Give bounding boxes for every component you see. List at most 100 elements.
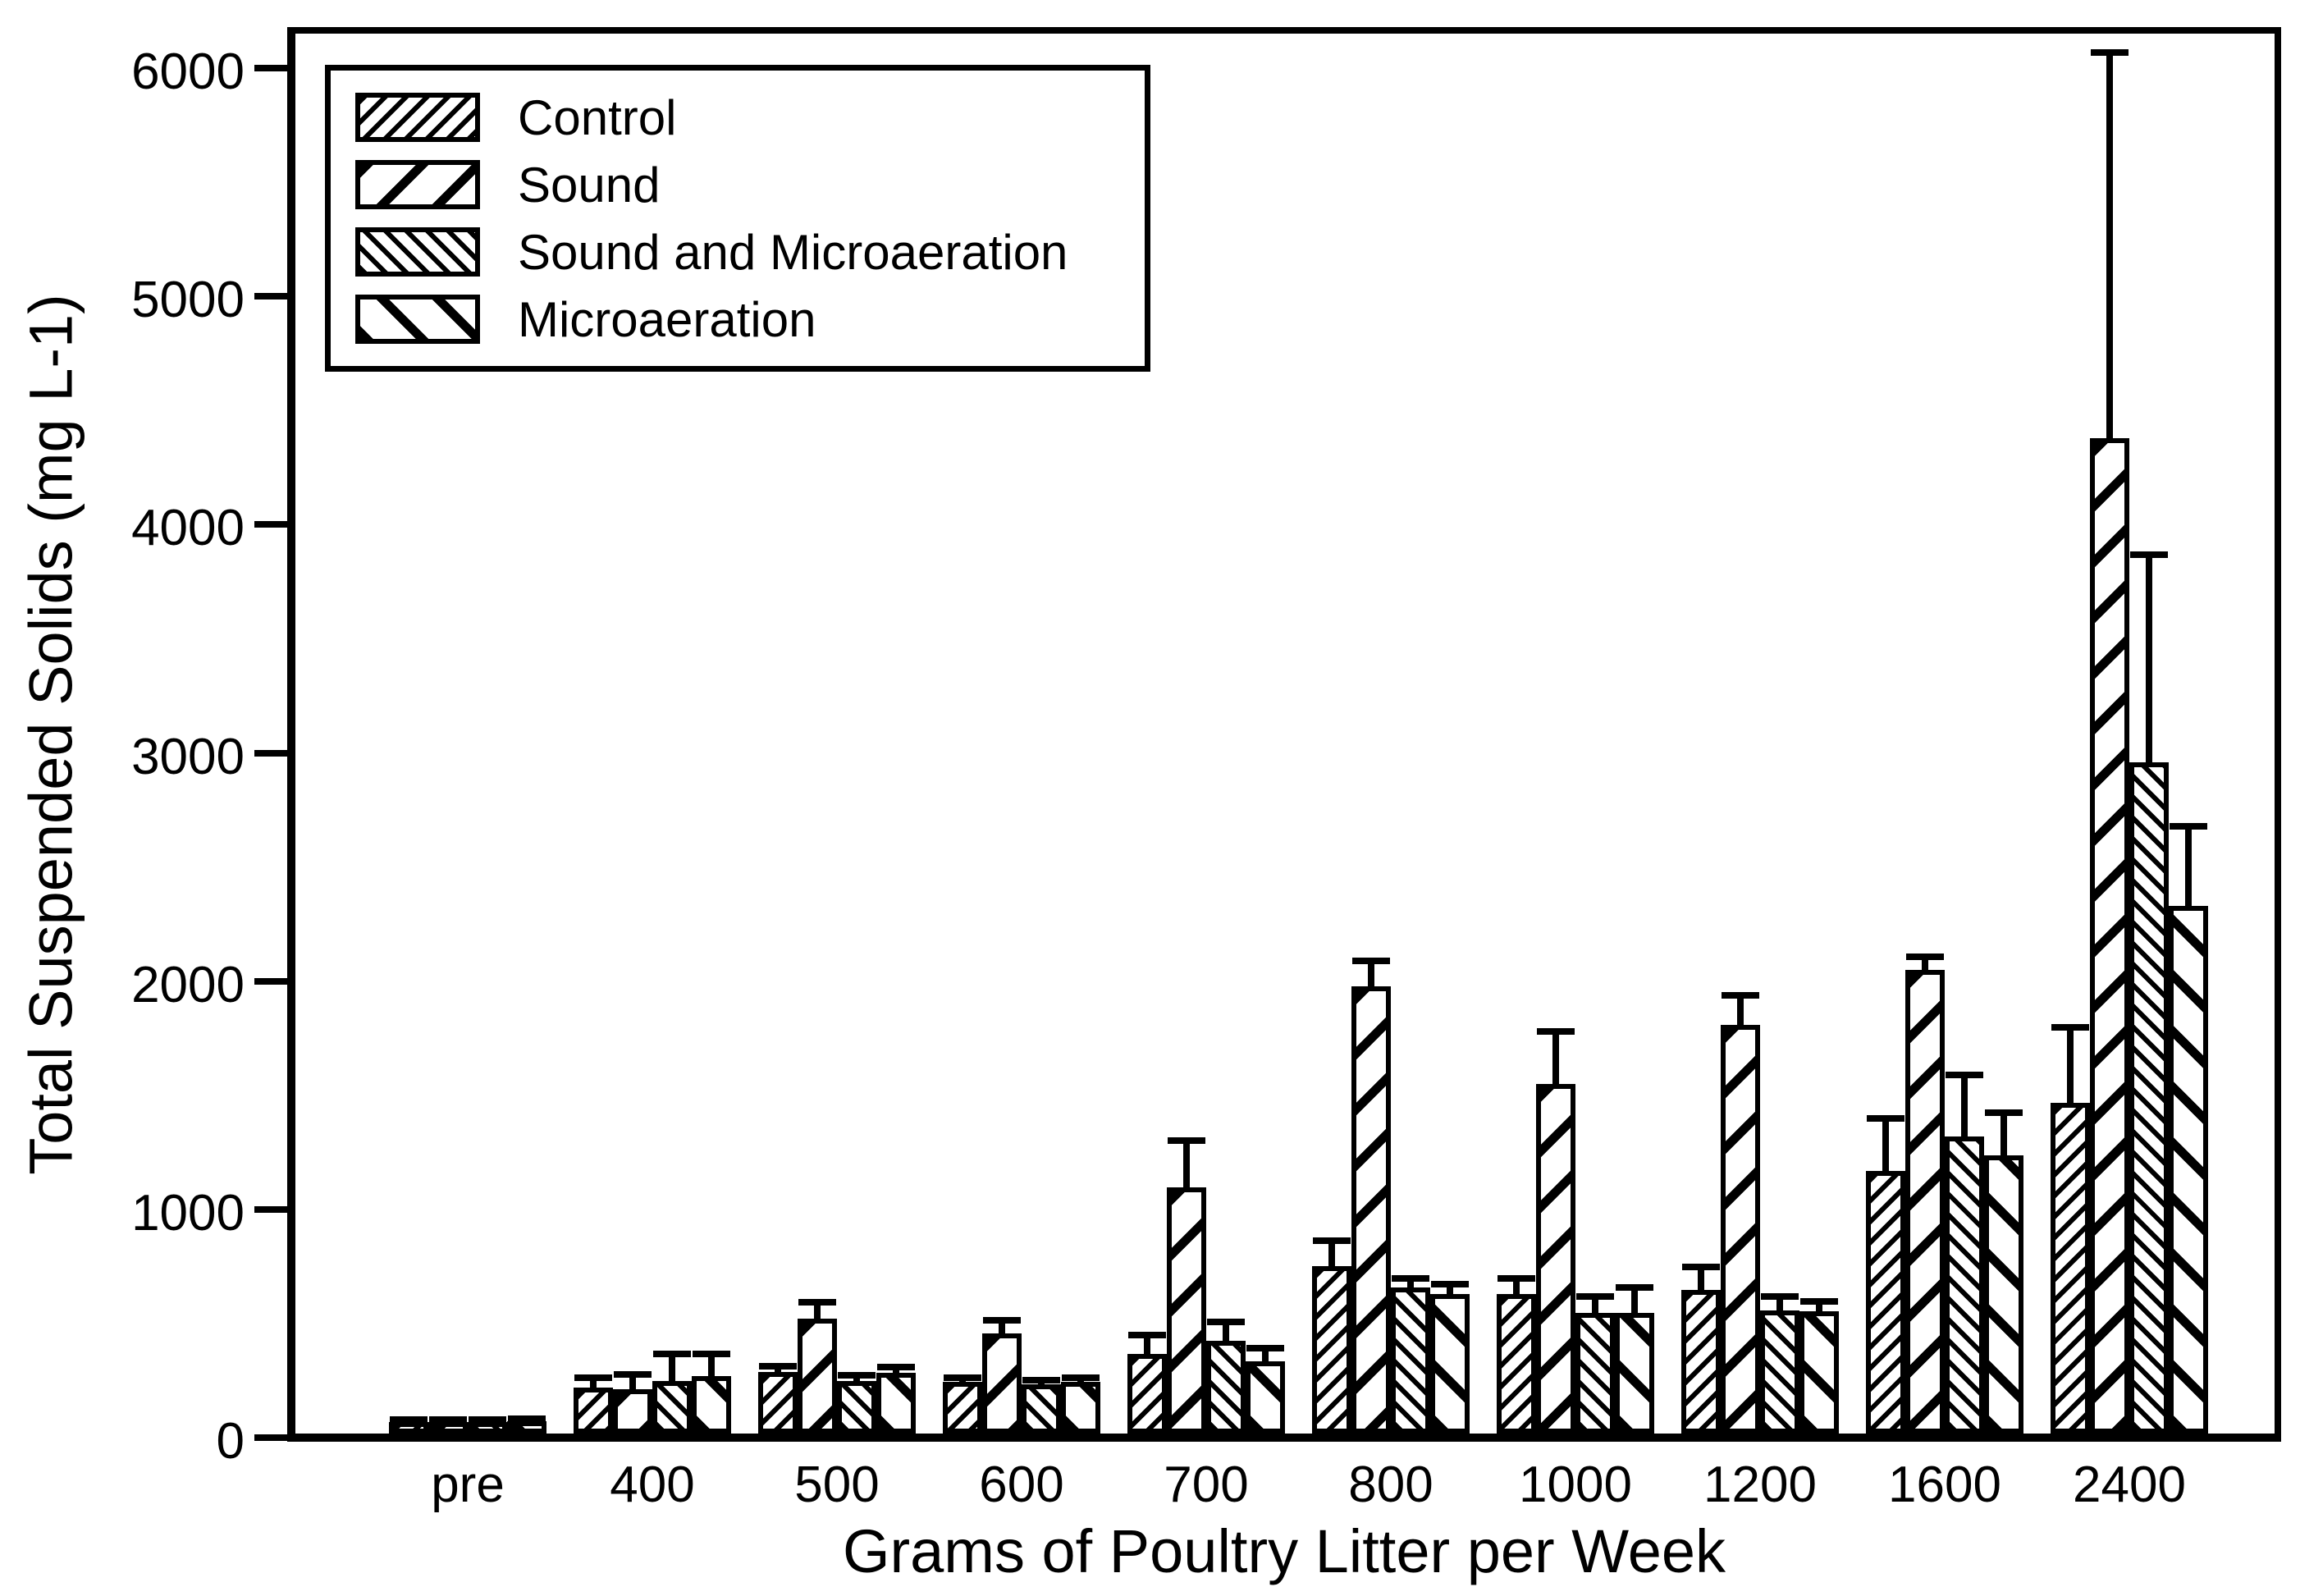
error-bar-stem [1144,1335,1150,1359]
bar-control-1200 [1681,1290,1721,1434]
error-bar-cap [877,1364,915,1370]
x-tick-label: pre [431,1457,505,1513]
error-bar-stem [1922,957,1928,975]
y-tick-label: 5000 [131,272,245,329]
error-bar-stem [1183,1141,1190,1192]
error-bar-stem [2106,53,2113,443]
bar-sound-1600 [1905,970,1945,1434]
legend-swatch-sound-and-microaeration [355,227,480,277]
error-bar-cap [469,1416,506,1423]
error-bar-stem [1776,1296,1783,1315]
legend-swatch-control [355,93,480,142]
bar-microaeration-1200 [1799,1311,1839,1434]
y-tick-label: 4000 [131,500,245,557]
error-bar-stem [853,1375,860,1386]
error-bar-stem [405,1420,412,1427]
bar-sound-and-microaeration-700 [1206,1341,1246,1434]
bar-sound-and-microaeration-1000 [1575,1313,1615,1434]
bar-sound-and-microaeration-1200 [1760,1310,1799,1434]
error-bar-cap [1800,1298,1838,1305]
error-bar-cap [1022,1377,1060,1383]
error-bar-stem [1038,1380,1045,1389]
bar-sound-and-microaeration-800 [1391,1287,1430,1434]
error-bar-stem [1447,1284,1453,1299]
legend-item: Microaeration [355,286,1145,353]
error-bar-stem [1223,1322,1229,1346]
error-bar-stem [708,1354,715,1381]
error-bar-cap [944,1374,981,1381]
bar-sound-and-microaeration-1600 [1945,1136,1984,1434]
y-tick-label: 1000 [131,1184,245,1242]
legend-label: Control [518,89,677,145]
x-tick-label: 500 [794,1457,880,1513]
error-bar-stem [1816,1301,1822,1316]
error-bar-stem [445,1420,451,1427]
error-bar-cap [1722,992,1759,999]
error-bar-cap [508,1415,546,1422]
error-bar-cap [2170,823,2207,830]
error-bar-cap [1168,1137,1205,1144]
error-bar-stem [1592,1296,1598,1318]
bar-sound-and-microaeration-400 [652,1381,692,1434]
x-tick-label: 1000 [1519,1457,1632,1513]
bar-sound-2400 [2090,438,2129,1434]
bar-microaeration-500 [876,1373,916,1434]
error-bar-cap [1537,1028,1575,1035]
error-bar-stem [775,1366,781,1377]
bar-control-2400 [2051,1103,2090,1434]
error-bar-cap [574,1374,612,1381]
error-bar-cap [983,1317,1021,1324]
bar-sound-and-microaeration-500 [837,1381,876,1434]
bar-sound-600 [982,1333,1022,1434]
error-bar-stem [484,1420,491,1427]
bar-microaeration-1600 [1984,1155,2023,1434]
error-bar-cap [1682,1264,1720,1270]
y-tick-label: 3000 [131,728,245,785]
y-tick-mark [254,977,287,985]
error-bar-stem [2146,555,2152,767]
bar-control-700 [1127,1354,1167,1434]
error-bar-cap [1906,953,1944,960]
y-axis-title: Total Suspended Solids (mg L-1) [16,294,85,1175]
error-bar-stem [524,1419,530,1426]
bar-sound-1000 [1536,1084,1575,1434]
legend-item: Sound and Microaeration [355,218,1145,286]
error-bar-stem [1698,1267,1704,1295]
error-bar-cap [2051,1024,2089,1031]
legend-label: Microaeration [518,291,816,347]
error-bar-cap [614,1371,652,1378]
error-bar-cap [1313,1237,1351,1244]
error-bar-stem [1552,1031,1559,1089]
error-bar-stem [1328,1241,1335,1271]
error-bar-stem [669,1354,675,1386]
error-bar-stem [1737,995,1744,1030]
x-tick-label: 600 [979,1457,1064,1513]
error-bar-cap [759,1363,797,1370]
y-tick-mark [254,293,287,300]
error-bar-cap [1128,1332,1166,1338]
error-bar-stem [814,1302,821,1324]
error-bar-cap [429,1416,467,1423]
bar-sound-and-microaeration-2400 [2129,762,2169,1434]
bar-control-400 [574,1388,613,1434]
error-bar-cap [653,1351,691,1357]
bar-microaeration-400 [692,1376,731,1434]
error-bar-stem [2000,1113,2007,1160]
error-bar-cap [1761,1293,1799,1300]
error-bar-cap [390,1416,428,1423]
plot-area [287,27,2281,1442]
bar-control-1600 [1866,1171,1905,1434]
error-bar-stem [1961,1075,1968,1141]
y-tick-mark [254,521,287,528]
x-tick-label: 700 [1164,1457,1249,1513]
bar-microaeration-600 [1061,1382,1100,1434]
error-bar-stem [1262,1348,1269,1366]
bar-control-600 [943,1382,982,1434]
y-tick-mark [254,749,287,757]
error-bar-stem [1631,1287,1638,1318]
error-bar-stem [2185,826,2192,911]
error-bar-cap [1352,958,1390,964]
error-bar-cap [1576,1293,1614,1300]
error-bar-cap [1392,1275,1429,1282]
